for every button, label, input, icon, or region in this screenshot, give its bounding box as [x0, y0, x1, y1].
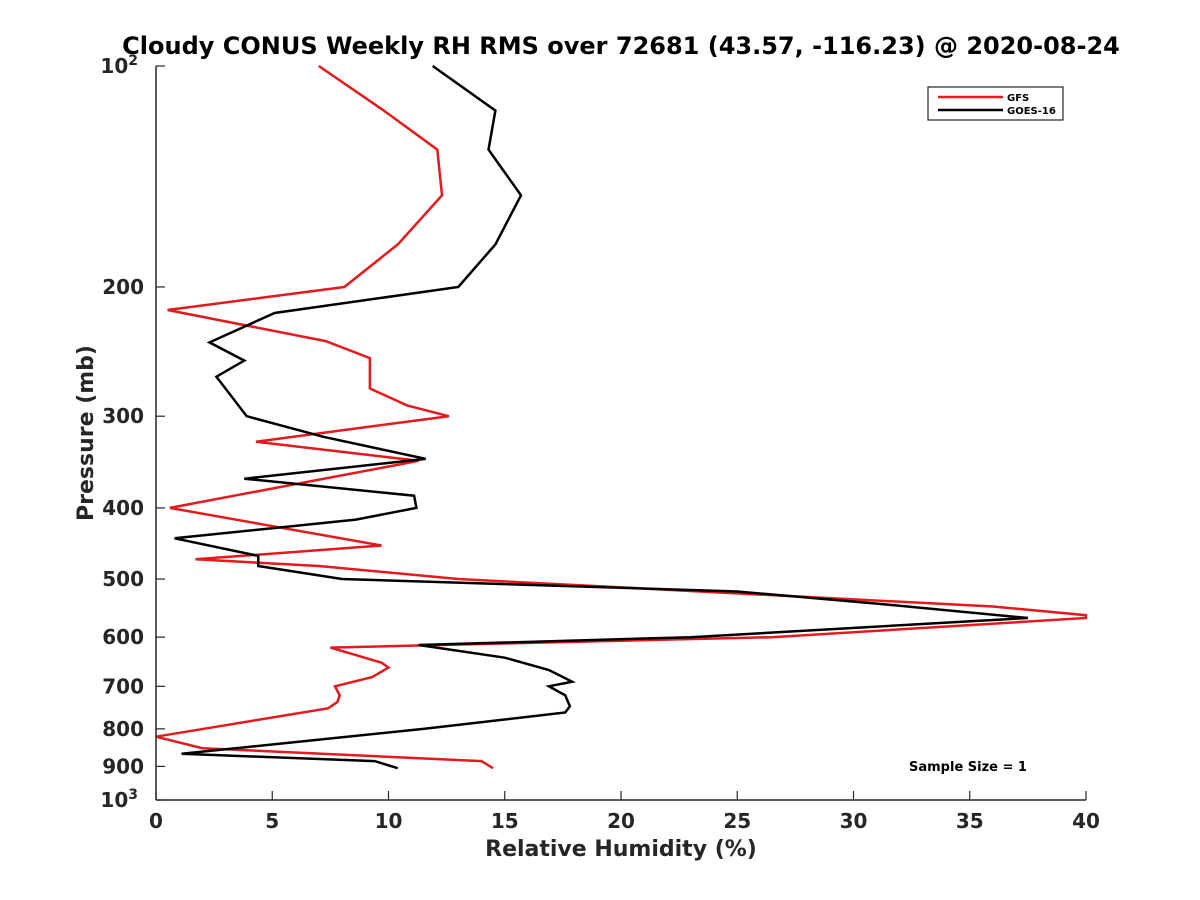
y-tick-label: 600 — [102, 625, 144, 649]
x-tick-label: 25 — [723, 809, 751, 833]
series-line-goes16 — [174, 64, 1029, 770]
x-tick-label: 20 — [607, 809, 635, 833]
legend: GFS GOES-16 — [927, 86, 1064, 121]
x-tick-label: 35 — [956, 809, 984, 833]
x-tick-label: 40 — [1072, 809, 1100, 833]
y-tick-label: 200 — [102, 275, 144, 299]
x-tick-label: 15 — [491, 809, 519, 833]
x-tick-label: 0 — [149, 809, 163, 833]
x-axis-label: Relative Humidity (%) — [485, 837, 757, 862]
legend-box — [927, 86, 1064, 121]
y-tick-label: 900 — [102, 754, 144, 778]
series-line-gfs — [155, 64, 1088, 770]
x-tick-label: 10 — [375, 809, 403, 833]
y-tick-label: 700 — [102, 674, 144, 698]
sample-size-annotation: Sample Size = 1 — [909, 760, 1027, 775]
legend-label-goes16: GOES-16 — [1007, 106, 1056, 117]
y-axis-label: Pressure (mb) — [74, 345, 99, 521]
y-tick-label: 500 — [102, 567, 144, 591]
x-tick-label: 30 — [840, 809, 868, 833]
y-tick-label: 400 — [102, 496, 144, 520]
y-tick-label: 800 — [102, 717, 144, 741]
chart-title: Cloudy CONUS Weekly RH RMS over 72681 (4… — [122, 32, 1120, 60]
x-tick-label: 5 — [265, 809, 279, 833]
legend-label-gfs: GFS — [1007, 93, 1029, 104]
series-layer — [155, 64, 1088, 770]
x-axis-ticks: 0 5 10 15 20 25 30 35 40 — [149, 791, 1100, 833]
y-tick-label: 300 — [102, 404, 144, 428]
